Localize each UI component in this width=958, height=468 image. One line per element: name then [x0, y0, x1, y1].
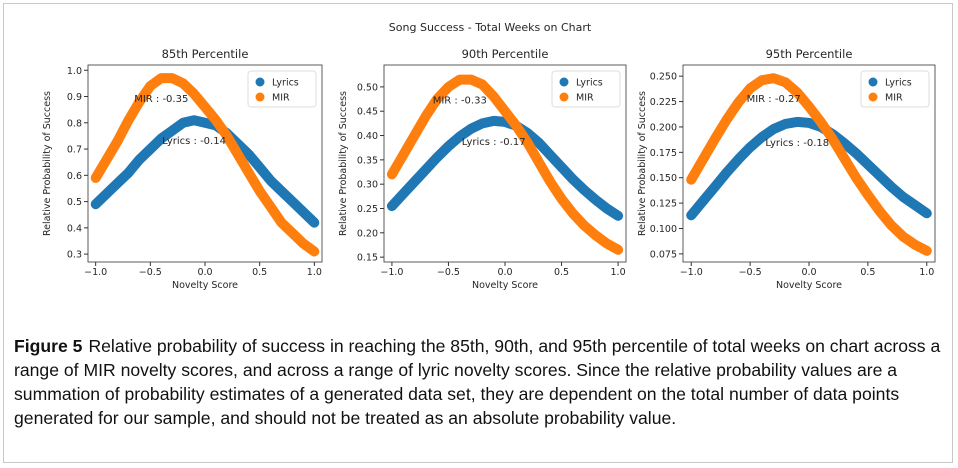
legend-marker	[255, 77, 265, 87]
x-tick-label: −1.0	[84, 267, 107, 278]
y-tick-label: 0.45	[357, 107, 378, 118]
y-tick-label: 0.250	[650, 72, 677, 83]
series-points	[90, 73, 320, 257]
y-tick-label: 0.175	[650, 148, 677, 159]
chart-title: 85th Percentile	[162, 47, 249, 61]
legend-marker	[255, 92, 265, 102]
x-tick-label: −1.0	[680, 267, 703, 278]
figure: Song Success - Total Weeks on Chart 85th…	[42, 21, 936, 291]
y-tick-label: 0.150	[650, 173, 677, 184]
y-tick-label: 0.4	[67, 223, 82, 234]
x-tick-label: 1.0	[611, 267, 626, 278]
y-tick-label: 0.30	[357, 180, 378, 191]
annotation: Lyrics : -0.18	[765, 138, 829, 149]
legend-marker	[559, 92, 569, 102]
legend-label: MIR	[576, 93, 594, 104]
x-tick-label: 0.5	[860, 267, 875, 278]
figure-frame	[3, 3, 953, 463]
y-tick-label: 0.5	[67, 197, 82, 208]
y-axis-label: Relative Probability of Success	[338, 91, 349, 236]
y-tick-label: 0.20	[357, 228, 378, 239]
x-tick-label: 1.0	[919, 267, 934, 278]
suptitle: Song Success - Total Weeks on Chart	[389, 21, 592, 34]
x-axis-label: Novelty Score	[472, 280, 538, 291]
y-tick-label: 0.35	[357, 155, 378, 166]
y-tick-label: 0.6	[67, 171, 82, 182]
legend-label: Lyrics	[272, 78, 299, 89]
x-tick-label: −0.5	[739, 267, 762, 278]
y-tick-label: 0.9	[67, 92, 82, 103]
y-tick-label: 0.15	[357, 253, 378, 264]
x-tick-label: 0.5	[252, 267, 267, 278]
legend-marker	[868, 92, 878, 102]
annotation: MIR : -0.27	[747, 94, 801, 105]
x-tick-label: 0.0	[197, 267, 212, 278]
x-tick-label: 0.5	[554, 267, 569, 278]
caption: Figure 5 Relative probability of success …	[14, 334, 949, 430]
y-tick-label: 1.0	[67, 66, 82, 77]
series-points	[686, 73, 932, 256]
annotation: MIR : -0.33	[433, 96, 487, 107]
legend-marker	[868, 77, 878, 87]
y-tick-label: 0.3	[67, 250, 82, 261]
series-points	[90, 115, 320, 228]
caption-text: Relative probability of success in reach…	[14, 336, 941, 428]
y-tick-label: 0.075	[650, 249, 677, 260]
y-tick-label: 0.50	[357, 82, 378, 93]
chart-title: 90th Percentile	[462, 47, 549, 61]
x-tick-label: −1.0	[380, 267, 403, 278]
legend-box	[551, 70, 621, 108]
x-tick-label: 0.0	[801, 267, 816, 278]
plot-frame	[383, 64, 627, 263]
y-tick-label: 0.40	[357, 131, 378, 142]
series-points	[686, 116, 932, 221]
chart-title: 95th Percentile	[766, 47, 853, 61]
plot-frame	[682, 64, 936, 263]
legend-box	[860, 70, 930, 108]
y-axis-label: Relative Probability of Success	[637, 91, 648, 236]
legend-label: MIR	[272, 93, 290, 104]
y-tick-label: 0.225	[650, 97, 677, 108]
x-tick-label: −0.5	[139, 267, 162, 278]
x-tick-label: −0.5	[437, 267, 460, 278]
y-tick-label: 0.100	[650, 224, 677, 235]
legend-label: MIR	[885, 93, 903, 104]
y-tick-label: 0.7	[67, 145, 82, 156]
annotation: Lyrics : -0.14	[162, 136, 226, 147]
plot-frame	[87, 64, 323, 263]
x-axis-label: Novelty Score	[776, 280, 842, 291]
x-axis-label: Novelty Score	[172, 280, 238, 291]
legend-box	[247, 70, 317, 108]
legend-marker	[559, 77, 569, 87]
caption-label: Figure 5	[14, 336, 83, 356]
y-tick-label: 0.25	[357, 204, 378, 215]
y-tick-label: 0.8	[67, 118, 82, 129]
series-points	[386, 115, 624, 221]
y-tick-label: 0.125	[650, 199, 677, 210]
series-points	[386, 74, 624, 255]
y-tick-label: 0.200	[650, 122, 677, 133]
x-tick-label: 0.0	[497, 267, 512, 278]
legend-label: Lyrics	[885, 78, 912, 89]
annotation: Lyrics : -0.17	[462, 137, 526, 148]
annotation: MIR : -0.35	[134, 94, 188, 105]
x-tick-label: 1.0	[307, 267, 322, 278]
y-axis-label: Relative Probability of Success	[42, 91, 53, 236]
legend-label: Lyrics	[576, 78, 603, 89]
